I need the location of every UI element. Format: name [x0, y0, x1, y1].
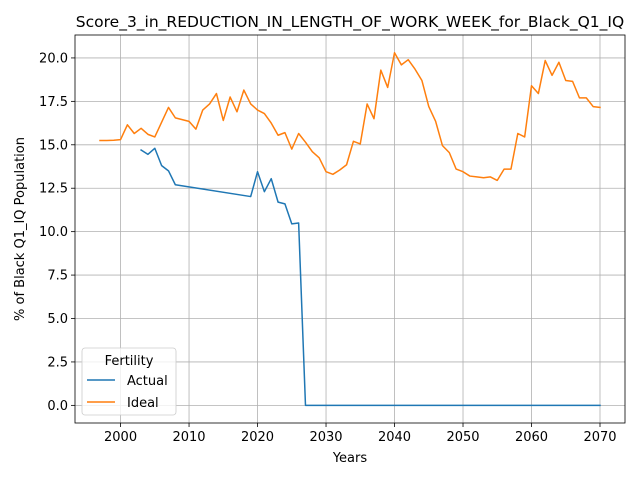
- y-tick-label: 5.0: [47, 312, 68, 327]
- legend-title: Fertility: [105, 354, 154, 369]
- y-tick-label: 17.5: [39, 95, 68, 110]
- x-tick-label: 2010: [172, 430, 205, 445]
- legend-label-actual: Actual: [127, 374, 168, 389]
- x-tick-label: 2050: [446, 430, 479, 445]
- grid: [75, 35, 625, 423]
- y-tick-label: 2.5: [47, 355, 68, 370]
- legend-box: [81, 347, 177, 416]
- series-line-actual: [140, 147, 601, 407]
- y-tick-label: 10.0: [39, 225, 68, 240]
- x-tick-label: 2030: [309, 430, 342, 445]
- y-tick-label: 20.0: [39, 51, 68, 66]
- y-tick-label: 7.5: [47, 269, 68, 284]
- x-tick-label: 2060: [515, 430, 548, 445]
- y-tick-label: 0.0: [47, 399, 68, 414]
- y-axis: 0.0 2.5 5.0 7.5 10.0 12.5 15.0 17.5 20.0: [39, 51, 75, 414]
- chart-title: Score_3_in_REDUCTION_IN_LENGTH_OF_WORK_W…: [76, 13, 624, 32]
- y-tick-label: 15.0: [39, 138, 68, 153]
- y-axis-label: % of Black Q1_IQ Population: [13, 137, 28, 321]
- y-tick-label: 12.5: [39, 182, 68, 197]
- plot-frame: [74, 34, 626, 424]
- legend: Fertility Actual Ideal: [81, 347, 177, 416]
- legend-label-ideal: Ideal: [127, 396, 159, 411]
- x-tick-label: 2070: [583, 430, 616, 445]
- x-tick-label: 2020: [241, 430, 274, 445]
- series-line-ideal: [99, 51, 601, 182]
- x-axis-label: Years: [332, 451, 368, 466]
- x-tick-label: 2000: [104, 430, 137, 445]
- x-axis: 2000 2010 2020 2030 2040 2050 2060 2070: [104, 423, 617, 445]
- series-layer: [99, 51, 601, 407]
- x-tick-label: 2040: [378, 430, 411, 445]
